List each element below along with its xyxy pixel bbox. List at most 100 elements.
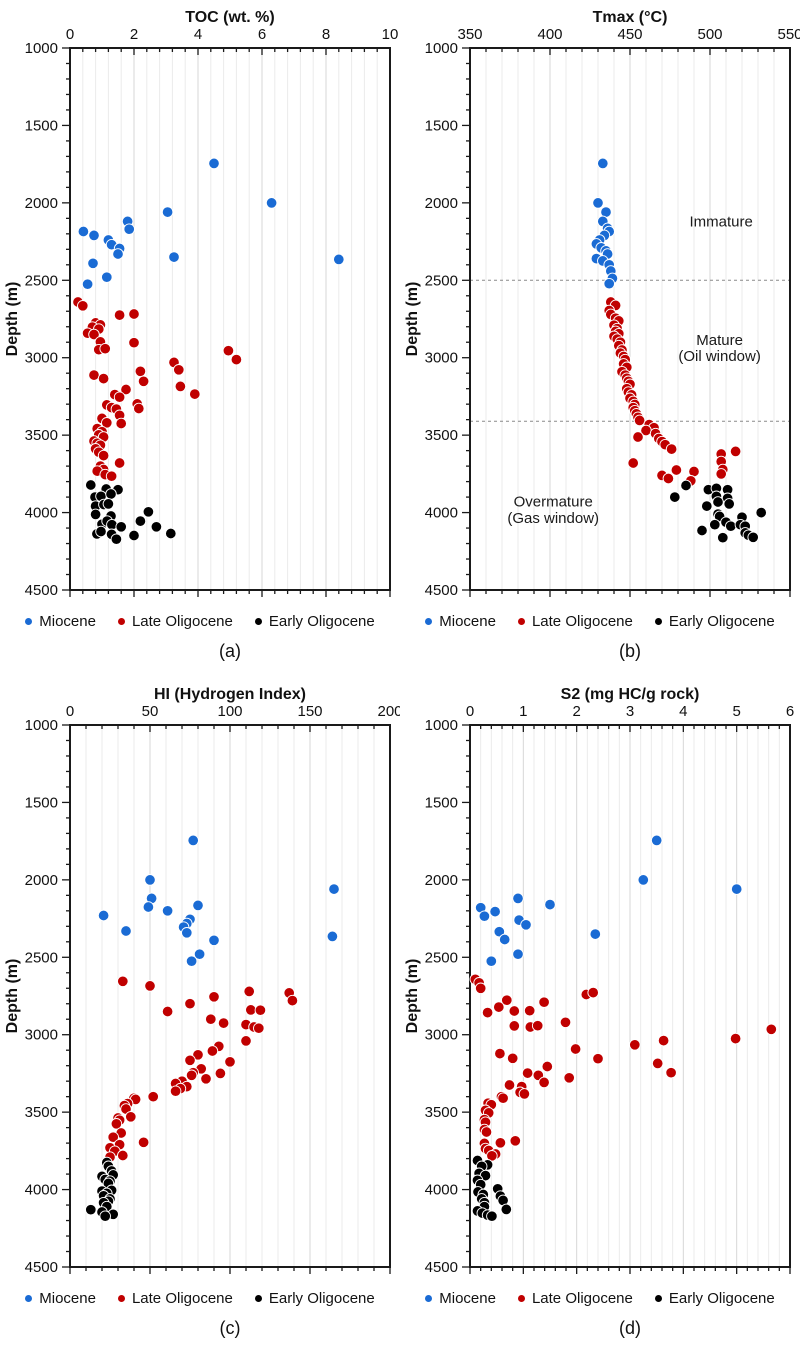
data-point [670,464,683,476]
x-tick-label: 0 [66,703,74,720]
y-tick-label: 1000 [425,40,458,57]
data-point [181,927,193,939]
data-point [326,930,339,943]
y-tick-label: 1500 [25,794,58,811]
data-point [89,508,102,521]
data-point [501,994,513,1006]
x-tick-label: 0 [466,703,474,720]
y-tick-label: 4000 [425,1182,458,1199]
data-point [709,518,721,531]
data-point [120,383,132,396]
data-point [205,1013,217,1025]
y-tick-label: 1000 [425,717,458,734]
y-tick-label: 2000 [25,195,58,212]
data-point [214,1067,227,1080]
data-point [480,1126,493,1138]
data-point [765,1023,778,1036]
y-tick-label: 4500 [25,582,58,599]
data-point [333,253,345,266]
zone-annotation: Mature [696,332,743,349]
data-point [206,1045,219,1057]
y-tick-label: 1500 [25,117,58,134]
panel-caption: (d) [619,1318,641,1338]
scatter-plot-toc: TOC (wt. %) Depth (m) 0 2 4 6 8 10 1000 1500 200… [4,9,398,599]
y-tick-label: 1500 [425,794,458,811]
data-point [168,251,180,263]
legend-marker-late-oligocene [517,1294,525,1302]
legend-item: Early Oligocene [254,613,375,630]
legend-label: Late Oligocene [131,1289,233,1307]
y-tick-label: 1000 [25,717,58,734]
x-tick-label: 6 [786,703,794,720]
data-point [95,525,107,538]
x-tick-label: 4 [679,703,687,720]
data-point [106,518,118,531]
data-point [113,391,126,403]
data-point [657,1034,670,1047]
data-point [512,892,524,905]
data-point [161,206,174,218]
data-point [254,1004,267,1016]
data-point [125,1111,137,1123]
legend-item: Late Oligocene [117,612,233,630]
panel-d: S2 (mg HC/g rock) Depth (m) 0 1 2 3 4 5 6 1000 1… [400,677,800,1354]
data-point [144,980,156,992]
data-point [497,1092,509,1104]
y-tick-label: 2500 [425,272,458,289]
legend-item: Miocene [25,1290,96,1307]
data-point [286,994,299,1007]
data-point [134,515,147,527]
legend-marker-miocene [425,617,433,625]
data-point [696,524,708,537]
legend: Miocene Late Oligocene Early Oligocene [400,1287,800,1309]
data-point [633,414,646,427]
y-tick-label: 4500 [425,1259,458,1276]
legend-item: Early Oligocene [654,613,775,630]
x-tick-label: 50 [142,703,159,720]
y-tick-label: 4000 [25,1182,58,1199]
legend-label: Late Oligocene [531,1289,633,1307]
x-axis-title: S2 (mg HC/g rock) [561,686,700,703]
y-tick-label: 3000 [425,1027,458,1044]
legend-label: Miocene [39,612,96,630]
y-tick-label: 3000 [25,350,58,367]
data-point [723,498,735,510]
data-point [729,1032,742,1045]
data-point [680,479,692,492]
x-axis-title: HI (Hydrogen Index) [154,686,306,703]
y-tick-label: 2000 [25,872,58,889]
y-tick-label: 1000 [25,40,58,57]
data-point [747,531,759,544]
y-axis-title: Depth (m) [404,282,421,357]
data-point [508,1020,521,1032]
data-point [665,1066,677,1079]
legend-item: Miocene [425,1290,496,1307]
zone-annotation: (Oil window) [678,348,761,365]
data-point [117,975,129,988]
y-tick-label: 3500 [25,427,58,444]
data-point [185,1069,198,1082]
data-point [137,1136,150,1149]
x-tick-label: 6 [258,26,266,43]
zone-annotation: (Gas window) [507,510,599,527]
legend-label: Late Oligocene [131,612,233,630]
data-point [531,1019,544,1032]
legend-item: Miocene [425,613,496,630]
y-tick-label: 2500 [425,949,458,966]
legend-marker-early-oligocene [254,1294,262,1302]
data-point [128,336,140,349]
legend-label: Miocene [439,612,496,630]
data-point [541,1060,554,1073]
data-point [509,1135,522,1147]
legend-item: Miocene [25,613,96,630]
data-point [701,500,713,512]
y-tick-label: 2500 [25,949,58,966]
y-tick-label: 1500 [425,117,458,134]
data-point [665,443,678,455]
y-axis-title: Depth (m) [4,282,21,357]
data-point [88,369,100,381]
legend: Miocene Late Oligocene Early Oligocene [0,610,400,632]
data-point [474,982,487,995]
data-point [85,479,97,491]
legend: Miocene Late Oligocene Early Oligocene [0,1287,400,1309]
